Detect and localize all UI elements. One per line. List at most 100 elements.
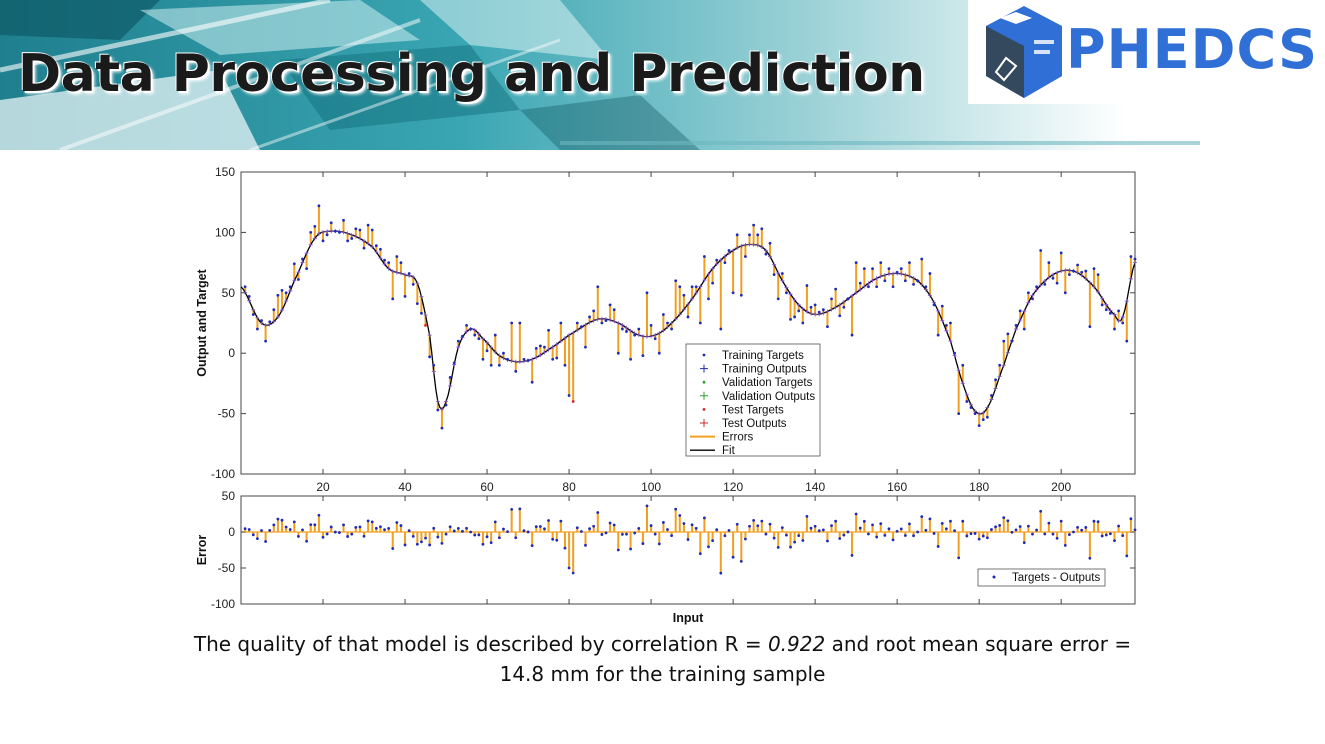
output-marker: [636, 333, 641, 338]
error-point: [1092, 519, 1096, 523]
output-marker: [677, 312, 682, 317]
target-point: [953, 351, 956, 355]
target-point: [563, 363, 567, 367]
target-point: [584, 345, 587, 349]
target-point: [830, 297, 833, 301]
output-marker: [444, 399, 449, 404]
target-point: [735, 233, 739, 237]
output-marker: [513, 359, 518, 364]
output-marker: [1001, 363, 1006, 368]
error-point: [608, 521, 612, 525]
error-point: [510, 507, 514, 511]
output-marker: [599, 316, 604, 321]
output-marker: [1055, 270, 1060, 275]
target-point: [284, 291, 288, 295]
error-point: [379, 525, 382, 529]
target-point: [391, 297, 395, 301]
error-point: [678, 514, 682, 517]
output-marker: [394, 270, 399, 275]
error-point: [912, 534, 915, 538]
output-marker: [956, 368, 961, 373]
target-point: [961, 363, 965, 367]
output-marker: [690, 296, 695, 301]
error-point: [809, 526, 813, 530]
output-marker: [497, 353, 502, 358]
legend-dot-swatch: [702, 353, 706, 357]
error-point: [981, 534, 985, 538]
output-marker: [960, 381, 965, 386]
target-point: [309, 231, 313, 234]
error-point: [871, 523, 874, 527]
legend-label: Validation Targets: [722, 377, 813, 389]
error-point: [325, 532, 329, 536]
target-point: [1010, 339, 1014, 343]
error-point: [789, 545, 792, 549]
output-marker: [538, 353, 543, 358]
target-point: [407, 272, 411, 275]
target-point: [514, 369, 518, 373]
error-point: [895, 529, 899, 533]
error-point: [965, 534, 969, 538]
output-marker: [759, 245, 764, 250]
target-point: [440, 426, 444, 430]
output-marker: [686, 302, 690, 307]
output-marker: [1075, 270, 1080, 275]
target-point: [760, 227, 764, 231]
error-point: [264, 540, 268, 543]
error-point: [518, 507, 522, 511]
error-point: [1067, 533, 1071, 537]
error-point: [854, 512, 858, 516]
error-point: [1022, 541, 1026, 545]
target-point: [538, 344, 542, 348]
error-point: [1080, 528, 1084, 532]
output-marker: [891, 271, 896, 276]
output-marker: [657, 331, 662, 336]
output-marker: [649, 334, 654, 339]
target-point: [1092, 267, 1096, 271]
error-point: [440, 541, 444, 545]
error-point: [420, 540, 423, 544]
target-point: [924, 285, 928, 289]
error-point: [448, 525, 452, 529]
error-point: [891, 538, 895, 542]
output-marker: [304, 251, 309, 256]
output-marker: [562, 336, 567, 341]
output-marker: [308, 242, 313, 247]
target-point: [374, 244, 378, 248]
target-point: [912, 282, 915, 286]
error-legend-label: Targets - Outputs: [1012, 572, 1100, 584]
error-point: [838, 537, 842, 540]
error-point: [473, 533, 477, 537]
target-point: [346, 239, 350, 243]
error-point: [920, 515, 924, 519]
output-marker: [1096, 289, 1101, 294]
output-marker: [575, 328, 580, 333]
output-marker: [263, 323, 268, 328]
target-point: [817, 310, 821, 314]
error-point: [391, 547, 395, 550]
output-marker: [665, 325, 670, 330]
target-point: [559, 321, 563, 325]
target-point: [268, 320, 272, 324]
target-point: [502, 351, 505, 355]
error-point: [280, 518, 284, 522]
target-point: [686, 315, 690, 319]
x-tick-label: 200: [1051, 480, 1071, 494]
target-point: [871, 267, 874, 271]
error-y-axis: -100 -50 0 50: [211, 489, 1135, 611]
error-point: [559, 519, 563, 523]
output-marker: [476, 331, 481, 336]
x-tick-label: 60: [480, 480, 494, 494]
target-point: [358, 228, 362, 232]
output-marker: [1042, 279, 1047, 284]
target-point: [387, 261, 391, 264]
target-point: [666, 321, 669, 325]
target-point: [633, 333, 637, 337]
target-point: [879, 261, 883, 264]
target-point: [920, 257, 924, 261]
error-point: [284, 525, 288, 529]
error-point: [305, 539, 309, 543]
target-point: [1039, 249, 1043, 252]
error-point: [670, 534, 673, 537]
error-point: [1059, 519, 1063, 523]
